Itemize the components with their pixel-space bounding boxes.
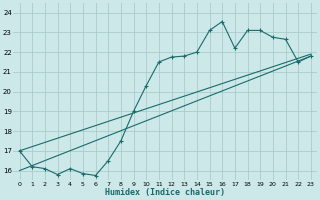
X-axis label: Humidex (Indice chaleur): Humidex (Indice chaleur) (105, 188, 225, 197)
